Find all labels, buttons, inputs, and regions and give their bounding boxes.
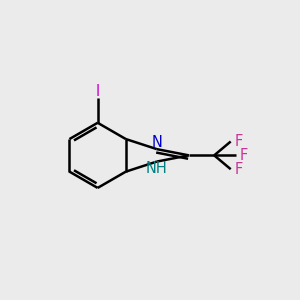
- Text: F: F: [234, 134, 242, 149]
- Text: N: N: [152, 135, 162, 150]
- Text: NH: NH: [146, 161, 168, 176]
- Text: I: I: [95, 85, 100, 100]
- Text: F: F: [234, 162, 242, 177]
- Text: F: F: [239, 148, 247, 163]
